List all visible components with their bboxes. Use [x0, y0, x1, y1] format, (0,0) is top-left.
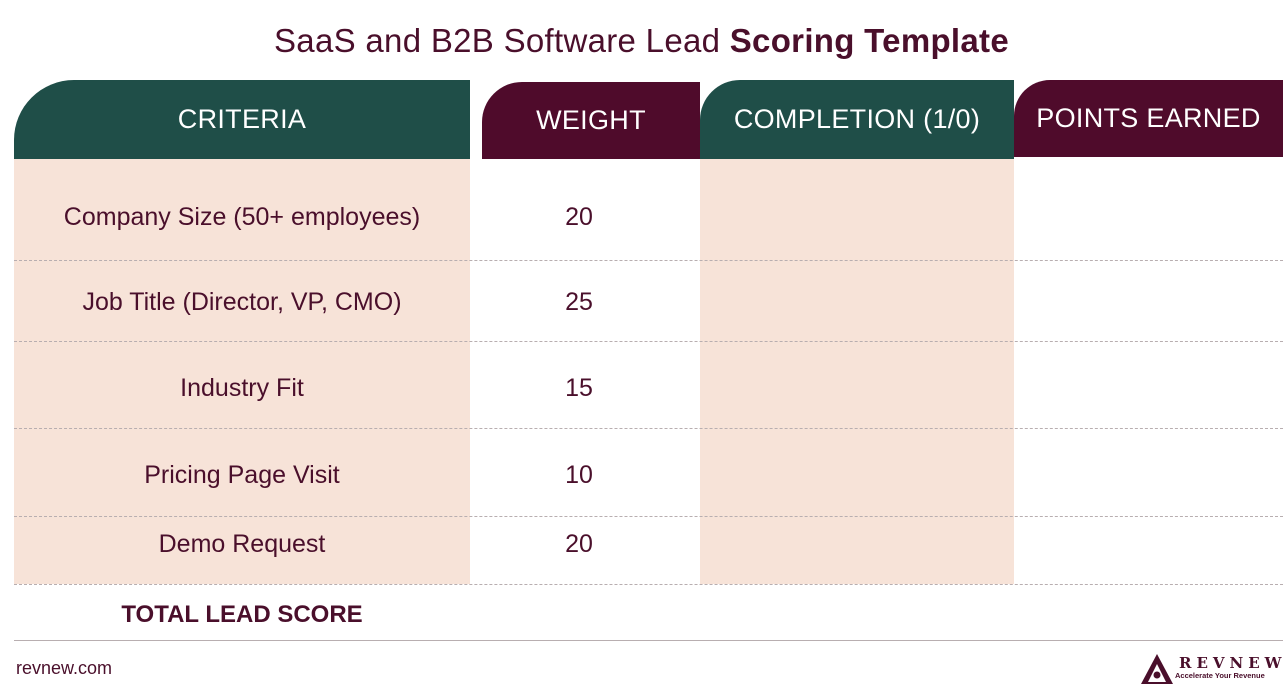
title-bold: Scoring Template [729, 22, 1009, 59]
row-divider [14, 516, 1283, 517]
row-1-criteria: Company Size (50+ employees) [63, 202, 421, 231]
criteria-column-background [14, 159, 470, 584]
total-lead-score-label: TOTAL LEAD SCORE [121, 601, 363, 628]
title-regular: SaaS and B2B Software Lead [274, 22, 730, 59]
row-3-criteria: Industry Fit [180, 373, 304, 402]
row-4-criteria: Pricing Page Visit [144, 460, 340, 489]
revnew-logo: REVNEW Accelerate Your Revenue [1139, 652, 1282, 686]
row-5-criteria: Demo Request [158, 529, 326, 558]
header-weight: WEIGHT [482, 82, 700, 159]
row-divider [14, 428, 1283, 429]
row-1-weight: 20 [565, 202, 593, 231]
revnew-triangle-icon [1141, 654, 1173, 684]
row-divider [14, 260, 1283, 261]
logo-wordmark: REVNEW [1179, 654, 1283, 672]
row-5-weight: 20 [565, 529, 593, 558]
logo-tagline: Accelerate Your Revenue [1175, 671, 1265, 680]
header-completion: COMPLETION (1/0) [700, 80, 1014, 159]
page-title: SaaS and B2B Software Lead Scoring Templ… [0, 22, 1283, 60]
completion-column-background [700, 159, 1014, 584]
row-2-weight: 25 [565, 287, 593, 316]
row-2-criteria: Job Title (Director, VP, CMO) [82, 287, 402, 316]
row-divider [14, 341, 1283, 342]
header-criteria: CRITERIA [14, 80, 470, 159]
header-points-earned: POINTS EARNED [1014, 80, 1283, 157]
row-4-weight: 10 [565, 460, 593, 489]
total-divider [14, 640, 1283, 641]
footer-url: revnew.com [16, 658, 113, 678]
row-3-weight: 15 [565, 373, 593, 402]
row-divider [14, 584, 1283, 585]
